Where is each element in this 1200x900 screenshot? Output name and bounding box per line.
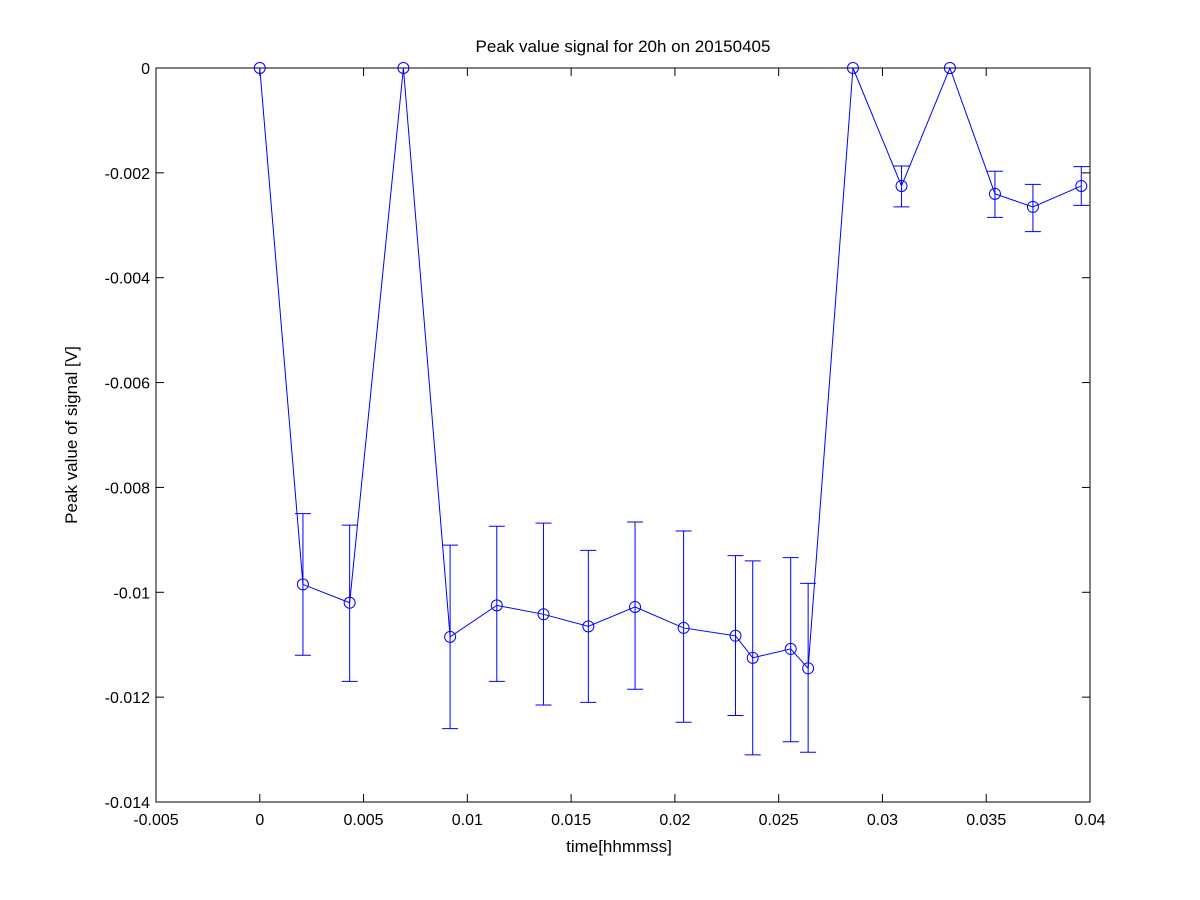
data-point-marker <box>943 62 956 74</box>
x-tick-label: 0.02 <box>659 812 690 829</box>
axis-ticks: -0.005 0 0.005 0.01 0.015 0.02 0.025 0.03 0.035 0… <box>105 61 1106 829</box>
error-bars <box>294 165 1090 756</box>
data-point-marker <box>784 642 797 655</box>
data-point-marker <box>895 179 908 192</box>
series-line <box>259 66 1082 670</box>
x-tick-label: 0.01 <box>452 812 483 829</box>
data-point-marker <box>444 630 457 643</box>
data-point-marker <box>746 651 759 664</box>
y-tick-label: -0.008 <box>105 480 150 497</box>
x-tick-label: 0.025 <box>759 812 799 829</box>
x-tick-label: -0.005 <box>133 812 178 829</box>
x-tick-label: 0 <box>255 812 264 829</box>
data-series <box>253 62 1088 675</box>
y-tick-label: -0.002 <box>105 166 150 183</box>
x-tick-label: 0.04 <box>1074 812 1105 829</box>
data-point-marker <box>537 608 550 621</box>
data-point-marker <box>253 62 266 74</box>
data-point-marker <box>802 662 815 675</box>
x-axis-title: time[hhmmss] <box>566 837 672 856</box>
data-point-marker <box>629 600 642 613</box>
data-point-marker <box>343 596 356 609</box>
data-point-marker <box>1026 200 1039 213</box>
x-tick-label: 0.03 <box>867 812 898 829</box>
y-tick-label: -0.01 <box>114 585 151 602</box>
y-tick-label: -0.012 <box>105 690 150 707</box>
x-tick-label: 0.015 <box>551 812 591 829</box>
chart-title: Peak value signal for 20h on 20150405 <box>476 37 771 56</box>
data-point-marker <box>296 578 309 591</box>
x-tick-label: 0.035 <box>966 812 1006 829</box>
y-tick-label: -0.004 <box>105 271 150 288</box>
y-axis-title: Peak value of signal [V] <box>62 346 81 524</box>
data-point-marker <box>490 599 503 612</box>
data-point-marker <box>988 187 1001 200</box>
data-point-marker <box>397 62 410 74</box>
data-point-marker <box>846 62 859 74</box>
x-tick-label: 0.005 <box>344 812 384 829</box>
y-tick-label: 0 <box>141 61 150 78</box>
y-tick-label: -0.006 <box>105 376 150 393</box>
data-point-marker <box>677 621 690 634</box>
plot-area <box>155 67 1091 803</box>
y-tick-label: -0.014 <box>105 795 150 812</box>
data-point-marker <box>1075 179 1088 192</box>
data-point-marker <box>729 629 742 642</box>
data-point-marker <box>582 620 595 633</box>
